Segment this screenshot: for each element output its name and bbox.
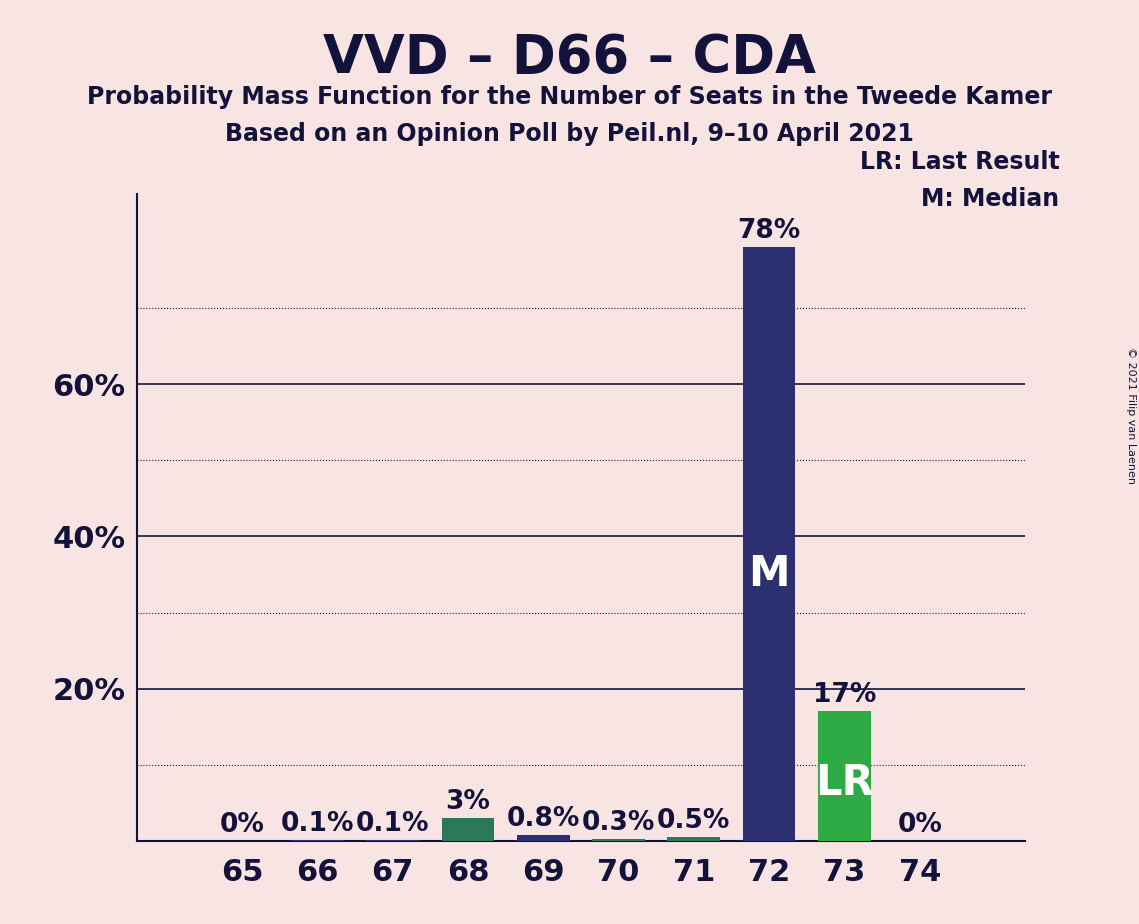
Text: VVD – D66 – CDA: VVD – D66 – CDA <box>323 32 816 84</box>
Text: LR: Last Result: LR: Last Result <box>860 150 1059 174</box>
Text: 3%: 3% <box>445 789 491 815</box>
Text: 17%: 17% <box>813 682 876 708</box>
Text: 0.1%: 0.1% <box>280 811 354 837</box>
Text: 0.1%: 0.1% <box>355 811 429 837</box>
Bar <box>818 711 870 841</box>
Text: © 2021 Filip van Laenen: © 2021 Filip van Laenen <box>1126 347 1136 484</box>
Text: LR: LR <box>816 761 874 804</box>
Text: M: Median: M: Median <box>921 187 1059 211</box>
Text: Probability Mass Function for the Number of Seats in the Tweede Kamer: Probability Mass Function for the Number… <box>87 85 1052 109</box>
Text: M: M <box>748 553 789 595</box>
Text: 0.8%: 0.8% <box>507 806 580 832</box>
Bar <box>743 248 795 841</box>
Text: 0.3%: 0.3% <box>582 809 655 835</box>
Bar <box>517 834 570 841</box>
Text: 0.5%: 0.5% <box>657 808 730 834</box>
Text: 78%: 78% <box>737 217 801 244</box>
Bar <box>667 837 720 841</box>
Text: 0%: 0% <box>898 812 942 838</box>
Text: Based on an Opinion Poll by Peil.nl, 9–10 April 2021: Based on an Opinion Poll by Peil.nl, 9–1… <box>226 122 913 146</box>
Text: 0%: 0% <box>220 812 264 838</box>
Bar <box>592 839 645 841</box>
Bar <box>442 818 494 841</box>
